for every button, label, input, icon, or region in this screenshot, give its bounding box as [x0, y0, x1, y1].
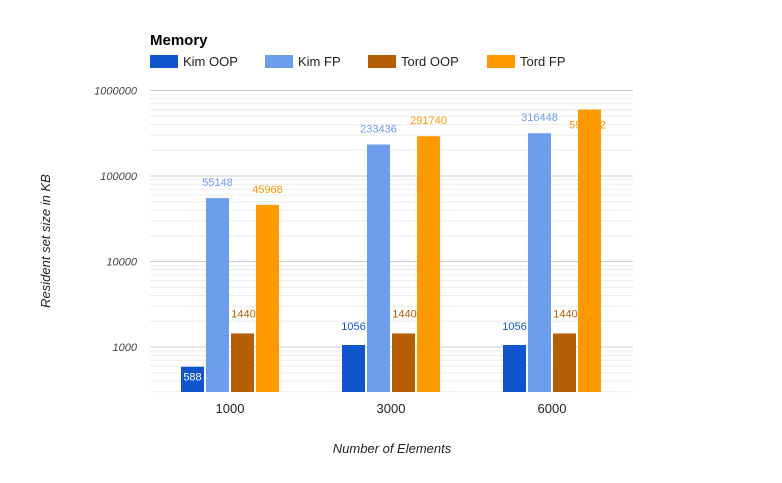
- legend-swatch-1: [265, 55, 293, 68]
- bar-tord-fp-3000: [417, 136, 440, 392]
- bar-kim-fp-1000: [206, 198, 229, 392]
- legend-swatch-3: [487, 55, 515, 68]
- x-tick-label-1000: 1000: [216, 401, 245, 416]
- x-axis-ticks: 1000 3000 6000: [216, 401, 567, 416]
- x-tick-label-3000: 3000: [377, 401, 406, 416]
- data-label: 1440: [392, 308, 416, 320]
- y-tick-label: 10000: [106, 257, 137, 269]
- data-label: 598552: [569, 120, 606, 132]
- y-tick-label: 100000: [100, 171, 138, 183]
- legend-label-3: Tord FP: [520, 54, 566, 69]
- data-label: 316448: [521, 112, 558, 124]
- data-label: 291740: [410, 115, 447, 127]
- data-labels: 588 55148 1440 45968 1056 233436 1440 291740 105…: [183, 112, 606, 383]
- data-label: 1056: [502, 321, 526, 333]
- legend-swatch-0: [150, 55, 178, 68]
- gridlines: [150, 90, 633, 393]
- y-tick-label: 1000000: [94, 86, 138, 98]
- y-tick-label: 1000: [113, 342, 138, 354]
- bar-tord-oop-1000: [231, 333, 254, 392]
- legend-swatch-2: [368, 55, 396, 68]
- data-label: 1056: [341, 321, 365, 333]
- y-axis-ticks: 1000 10000 100000 1000000: [94, 86, 138, 355]
- legend-label-1: Kim FP: [298, 54, 341, 69]
- bar-tord-fp-1000: [256, 204, 279, 392]
- data-label: 45968: [252, 184, 283, 196]
- x-axis-label: Number of Elements: [333, 441, 452, 456]
- bar-tord-fp-6000: [578, 109, 601, 392]
- bars: [181, 109, 601, 392]
- data-label: 588: [183, 372, 201, 384]
- y-axis-label: Resident set size in KB: [38, 174, 53, 308]
- legend-label-0: Kim OOP: [183, 54, 238, 69]
- legend-label-2: Tord OOP: [401, 54, 459, 69]
- legend: Kim OOP Kim FP Tord OOP Tord FP: [150, 54, 566, 69]
- bar-tord-oop-6000: [553, 333, 576, 392]
- chart-title: Memory: [150, 32, 208, 49]
- bar-tord-oop-3000: [392, 333, 415, 392]
- data-label: 233436: [360, 124, 397, 136]
- bar-kim-fp-3000: [367, 144, 390, 392]
- bar-kim-oop-6000: [503, 344, 526, 392]
- data-label: 1440: [553, 308, 577, 320]
- bar-kim-oop-1000: [181, 366, 204, 392]
- bar-kim-oop-3000: [342, 344, 365, 392]
- data-label: 1440: [231, 308, 255, 320]
- data-label: 55148: [202, 177, 233, 189]
- x-tick-label-6000: 6000: [538, 401, 567, 416]
- bar-kim-fp-6000: [528, 133, 551, 392]
